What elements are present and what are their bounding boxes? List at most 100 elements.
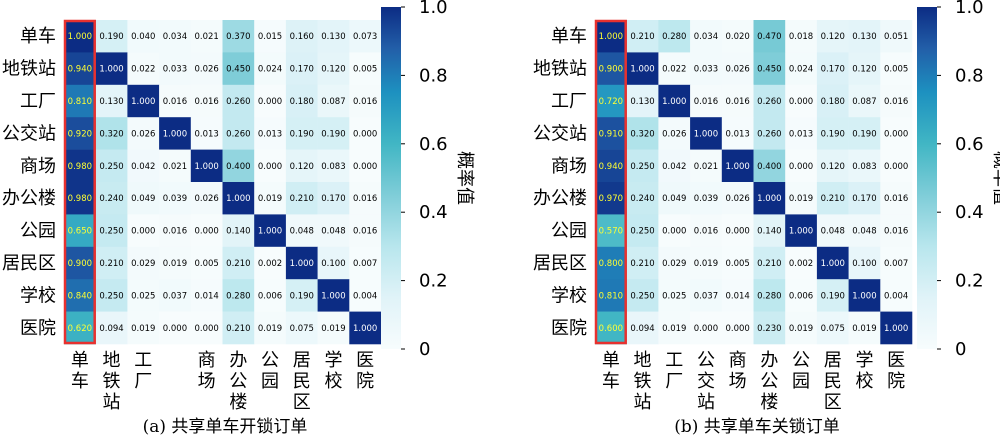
- cell-value-r6-c7: 0.048: [290, 227, 314, 237]
- col-label-0: 单车: [71, 350, 89, 392]
- cell-value-r5-c7: 0.210: [290, 194, 314, 204]
- cell-value-r6-c9: 0.016: [353, 227, 377, 237]
- colorbar-tick-4: 0.8: [955, 65, 984, 86]
- cell-value-r9-c2: 0.019: [662, 324, 686, 334]
- cell-r9-c8: [317, 311, 350, 345]
- cell-value-r9-c4: 0.000: [194, 324, 218, 334]
- cell-value-r9-c8: 0.019: [321, 324, 345, 334]
- row-label-2: 工厂: [551, 91, 587, 112]
- cell-r1-c6: [254, 52, 287, 86]
- cell-r7-c0: [64, 246, 96, 280]
- cell-value-r5-c7: 0.210: [821, 194, 845, 204]
- cell-r6-c1: [626, 214, 659, 248]
- col-label-1: 地铁站: [634, 350, 652, 413]
- cell-value-r5-c1: 0.240: [99, 194, 123, 204]
- cell-value-r7-c3: 0.019: [163, 259, 187, 269]
- cell-r8-c3: [690, 279, 723, 312]
- cell-r2-c7: [816, 84, 849, 118]
- cell-r5-c1: [95, 182, 128, 215]
- cell-r7-c1: [626, 246, 659, 280]
- cell-value-r9-c0: 0.600: [599, 324, 623, 334]
- cell-value-r8-c2: 0.025: [131, 291, 155, 301]
- cell-r1-c9: [349, 52, 382, 86]
- cell-r5-c2: [658, 182, 691, 215]
- cell-r9-c3: [159, 311, 192, 345]
- cell-r4-c7: [816, 149, 849, 183]
- cell-value-r8-c5: 0.280: [757, 291, 781, 301]
- cell-r1-c0: [595, 52, 627, 86]
- cell-r5-c9: [349, 182, 382, 215]
- cell-r2-c1: [95, 84, 128, 118]
- cell-r5-c0: [64, 182, 96, 215]
- cell-value-r6-c5: 0.140: [226, 227, 250, 237]
- cell-value-r6-c6: 1.000: [258, 227, 282, 237]
- cell-r1-c0: [64, 52, 96, 86]
- colorbar-tick-1: 0.2: [419, 271, 448, 292]
- cell-value-r3-c8: 0.190: [852, 129, 876, 139]
- cell-r7-c7: [816, 246, 849, 280]
- cell-value-r8-c7: 0.190: [821, 291, 845, 301]
- panel-caption: (b) 共享单车关锁订单: [674, 417, 840, 437]
- cell-value-r5-c6: 0.019: [258, 194, 282, 204]
- cell-value-r6-c0: 0.570: [599, 227, 623, 237]
- cell-value-r7-c0: 0.900: [68, 259, 92, 269]
- cell-r1-c8: [317, 52, 350, 86]
- cell-r4-c0: [595, 149, 627, 183]
- cell-value-r4-c7: 0.120: [821, 162, 845, 172]
- col-label-4: 商场: [198, 350, 216, 392]
- cell-value-r9-c8: 0.019: [852, 324, 876, 334]
- cell-r7-c7: [285, 246, 318, 280]
- cell-r7-c8: [317, 246, 350, 280]
- cell-value-r2-c1: 0.130: [99, 97, 123, 107]
- cell-r4-c2: [658, 149, 691, 183]
- cell-r9-c2: [658, 311, 691, 345]
- cell-value-r7-c4: 0.005: [194, 259, 218, 269]
- cell-r4-c8: [848, 149, 881, 183]
- cell-r3-c3: [159, 117, 192, 150]
- cell-value-r9-c5: 0.230: [757, 324, 781, 334]
- cell-r5-c4: [190, 182, 223, 215]
- cell-value-r0-c2: 0.280: [662, 32, 686, 42]
- cell-r8-c5: [753, 279, 786, 312]
- cell-r0-c8: [317, 20, 350, 53]
- cell-r4-c1: [95, 149, 128, 183]
- cell-r9-c5: [753, 311, 786, 345]
- cell-r0-c4: [721, 20, 754, 53]
- row-label-8: 学校: [551, 285, 587, 306]
- cell-r2-c6: [785, 84, 818, 118]
- cell-value-r0-c4: 0.021: [194, 32, 218, 42]
- cell-r5-c6: [785, 182, 818, 215]
- cell-r3-c9: [349, 117, 382, 150]
- row-label-9: 医院: [551, 318, 587, 339]
- cell-r7-c2: [127, 246, 160, 280]
- cell-value-r6-c2: 0.000: [131, 227, 155, 237]
- cell-r3-c8: [317, 117, 350, 150]
- colorbar-tick-2: 0.4: [955, 202, 984, 223]
- cell-r7-c3: [159, 246, 192, 280]
- cell-r3-c7: [816, 117, 849, 150]
- row-label-2: 工厂: [20, 91, 56, 112]
- col-label-8: 学校: [855, 350, 873, 392]
- cell-r6-c6: [785, 214, 818, 248]
- cell-value-r7-c7: 1.000: [290, 259, 314, 269]
- cell-value-r5-c0: 0.970: [599, 194, 623, 204]
- cell-value-r5-c4: 0.026: [194, 194, 218, 204]
- cell-value-r3-c4: 0.013: [194, 129, 218, 139]
- cell-value-r0-c0: 1.000: [68, 32, 92, 42]
- cell-value-r3-c9: 0.000: [353, 129, 377, 139]
- cell-value-r2-c8: 0.087: [321, 97, 345, 107]
- colorbar-tick-1: 0.2: [955, 271, 984, 292]
- cell-r0-c0: [595, 20, 627, 53]
- cell-value-r6-c3: 0.016: [694, 227, 718, 237]
- cell-value-r9-c6: 0.019: [789, 324, 813, 334]
- col-label-2: 工厂: [665, 350, 683, 392]
- cell-value-r1-c4: 0.026: [725, 65, 749, 75]
- cell-value-r7-c0: 0.800: [599, 259, 623, 269]
- cell-r8-c8: [848, 279, 881, 312]
- cell-r6-c5: [753, 214, 786, 248]
- cell-r8-c7: [285, 279, 318, 312]
- col-label-9: 医院: [356, 350, 374, 392]
- cell-value-r4-c0: 0.940: [599, 162, 623, 172]
- cell-value-r4-c2: 0.042: [131, 162, 155, 172]
- cell-r1-c2: [658, 52, 691, 86]
